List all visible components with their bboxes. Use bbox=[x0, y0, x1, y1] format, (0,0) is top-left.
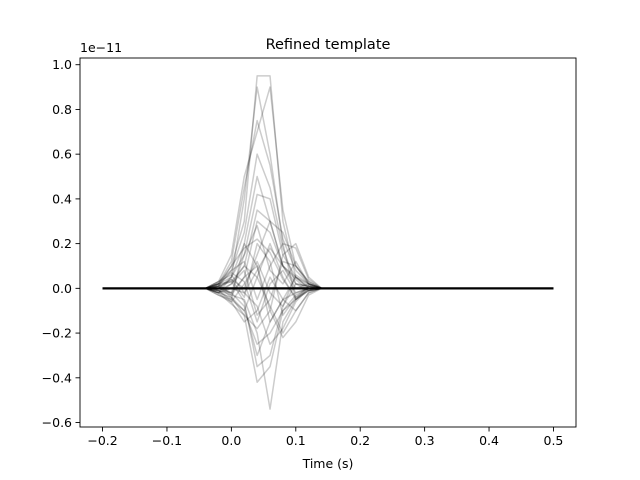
series-line-3 bbox=[102, 86, 554, 290]
y-tick-label: 0.8 bbox=[52, 102, 72, 117]
y-tick-label: 0.0 bbox=[52, 281, 72, 296]
axes-frame bbox=[79, 57, 577, 428]
series-line-13 bbox=[102, 276, 554, 323]
y-axis-scale-label: 1e−11 bbox=[80, 40, 122, 55]
series-line-26 bbox=[102, 224, 554, 294]
y-tick-label: 0.4 bbox=[52, 191, 72, 206]
series-line-1 bbox=[102, 75, 554, 290]
y-axis-ticks: −0.6 −0.4 −0.2 0.0 0.2 0.4 0.6 0.8 1.0 bbox=[42, 57, 80, 430]
chart-title: Refined template bbox=[266, 37, 391, 53]
series-line-24 bbox=[102, 265, 554, 334]
x-tick-label: 0.3 bbox=[415, 433, 435, 448]
x-tick-label: 0.4 bbox=[479, 433, 499, 448]
series-line-30 bbox=[102, 238, 554, 299]
series-line-12 bbox=[102, 242, 554, 301]
series-line-14 bbox=[102, 220, 554, 290]
series-line-8 bbox=[102, 209, 554, 290]
x-axis-ticks: −0.2 −0.1 0.0 0.1 0.2 0.3 0.4 0.5 bbox=[87, 427, 563, 448]
series-line-27 bbox=[102, 247, 554, 294]
y-tick-label: 0.6 bbox=[52, 147, 72, 162]
series-line-22 bbox=[102, 287, 554, 339]
x-tick-label: 0.2 bbox=[350, 433, 370, 448]
x-tick-label: −0.1 bbox=[152, 433, 182, 448]
y-tick-label: −0.6 bbox=[42, 415, 72, 430]
y-tick-label: −0.2 bbox=[42, 326, 72, 341]
y-tick-label: −0.4 bbox=[42, 370, 72, 385]
series-line-4 bbox=[102, 153, 554, 292]
series-line-5 bbox=[102, 175, 554, 301]
x-tick-label: −0.2 bbox=[87, 433, 117, 448]
series-line-29 bbox=[102, 260, 554, 307]
x-tick-label: 0.1 bbox=[286, 433, 306, 448]
x-tick-label: 0.0 bbox=[221, 433, 241, 448]
x-tick-label: 0.5 bbox=[544, 433, 564, 448]
series-line-20 bbox=[102, 287, 554, 410]
y-tick-label: 0.2 bbox=[52, 236, 72, 251]
series-line-6 bbox=[102, 119, 554, 290]
y-tick-label: 1.0 bbox=[52, 57, 72, 72]
series-line-17 bbox=[102, 287, 554, 345]
series-line-9 bbox=[102, 220, 554, 294]
series-line-15 bbox=[102, 260, 554, 316]
x-axis-label: Time (s) bbox=[302, 456, 354, 471]
series-line-2 bbox=[102, 86, 554, 301]
series-line-21 bbox=[102, 280, 554, 368]
